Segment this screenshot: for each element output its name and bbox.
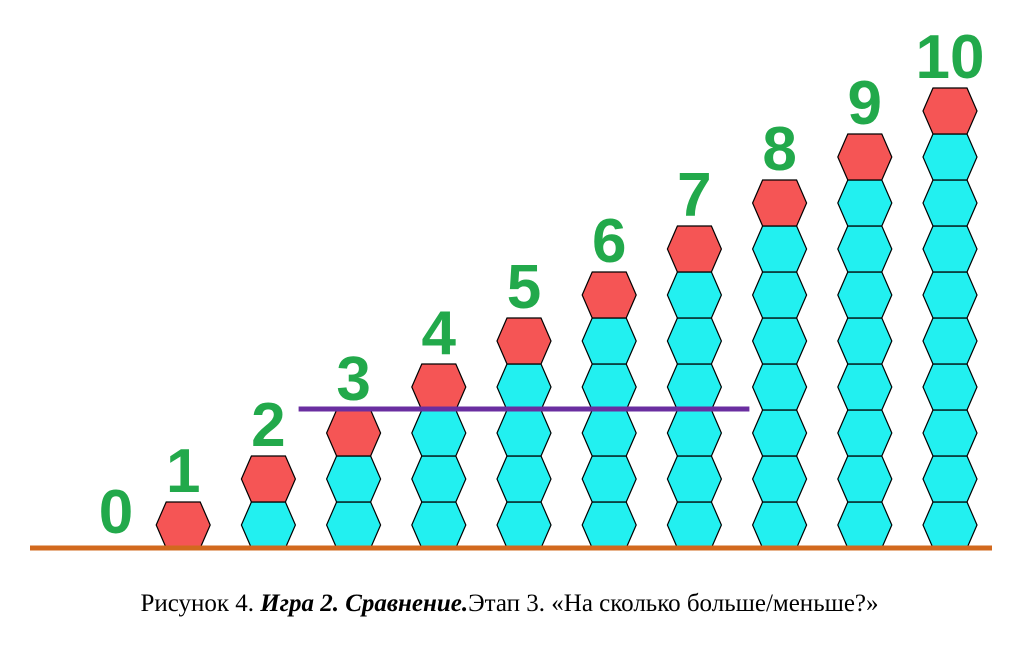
- bead: [837, 271, 893, 319]
- top-bead: [666, 225, 723, 273]
- number-label-1: 1: [166, 437, 200, 506]
- bead: [666, 409, 723, 457]
- number-label-6: 6: [592, 207, 626, 276]
- number-label-5: 5: [507, 253, 541, 322]
- bead: [411, 501, 467, 549]
- number-label-9: 9: [848, 69, 882, 138]
- bead: [325, 455, 382, 503]
- bead: [496, 455, 552, 503]
- bead: [496, 501, 552, 549]
- caption-game-title: Игра 2. Сравнение.: [260, 590, 469, 617]
- bead: [581, 501, 637, 549]
- bead: [922, 409, 978, 457]
- bead: [922, 271, 978, 319]
- bead: [751, 363, 808, 411]
- top-bead: [581, 271, 637, 319]
- number-label-0: 0: [99, 478, 133, 547]
- caption-stage: Этап 3. «На сколько больше/меньше?»: [468, 590, 879, 617]
- top-bead: [837, 133, 893, 181]
- bead: [922, 501, 978, 549]
- bead: [581, 455, 637, 503]
- bead: [751, 317, 808, 365]
- bead: [922, 317, 978, 365]
- caption-prefix: Рисунок 4.: [140, 590, 261, 617]
- bead: [922, 133, 978, 181]
- top-bead: [751, 179, 808, 227]
- bead: [325, 501, 382, 549]
- bead: [837, 225, 893, 273]
- top-bead: [325, 409, 382, 457]
- bead: [581, 409, 637, 457]
- bead: [666, 317, 723, 365]
- bead: [411, 455, 467, 503]
- bead: [922, 225, 978, 273]
- bead: [751, 455, 808, 503]
- number-label-8: 8: [762, 115, 796, 184]
- bead: [411, 409, 467, 457]
- bead: [751, 501, 808, 549]
- number-label-4: 4: [422, 299, 457, 368]
- bead: [922, 455, 978, 503]
- bead: [666, 501, 723, 549]
- bead: [837, 179, 893, 227]
- bead: [240, 501, 297, 549]
- top-bead: [496, 317, 552, 365]
- bead: [751, 271, 808, 319]
- bead: [837, 363, 893, 411]
- bead: [666, 363, 723, 411]
- bead: [922, 363, 978, 411]
- figure-caption: Рисунок 4. Игра 2. Сравнение.Этап 3. «На…: [0, 590, 1019, 618]
- number-label-7: 7: [677, 161, 711, 230]
- bead: [581, 317, 637, 365]
- bead: [666, 455, 723, 503]
- top-bead: [155, 501, 211, 549]
- bead: [751, 225, 808, 273]
- bead: [581, 363, 637, 411]
- bead: [666, 271, 723, 319]
- bead: [922, 179, 978, 227]
- bead: [837, 409, 893, 457]
- bead: [837, 317, 893, 365]
- bead: [837, 501, 893, 549]
- number-label-3: 3: [336, 345, 370, 414]
- top-bead: [922, 87, 978, 135]
- bead: [496, 363, 552, 411]
- bead: [837, 455, 893, 503]
- top-bead: [240, 455, 297, 503]
- bead: [496, 409, 552, 457]
- number-label-2: 2: [251, 391, 285, 460]
- bead-columns: [155, 87, 978, 549]
- bead: [751, 409, 808, 457]
- top-bead: [411, 363, 467, 411]
- number-label-10: 10: [916, 23, 985, 92]
